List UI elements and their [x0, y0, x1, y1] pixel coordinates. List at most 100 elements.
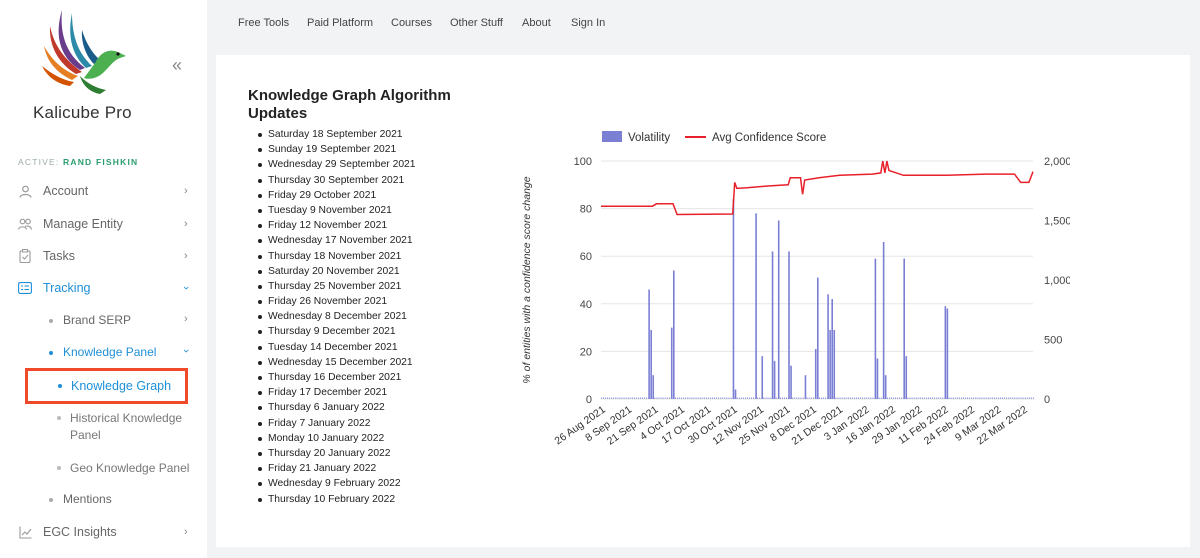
sidebar-item-geo-knowledge-panel[interactable]: Geo Knowledge Panel	[0, 460, 207, 476]
volatility-bar	[1028, 397, 1030, 399]
volatility-bar	[952, 397, 954, 399]
volatility-bar	[601, 397, 602, 399]
volatility-bar	[981, 397, 983, 399]
sidebar-subitem-label: Geo Knowledge Panel	[70, 461, 190, 475]
bullet-icon	[57, 466, 61, 470]
volatility-bar	[987, 397, 989, 399]
volatility-bar	[794, 397, 796, 399]
volatility-bar	[831, 299, 833, 399]
sidebar-subitem-label: Historical Knowledge Panel	[70, 411, 183, 442]
volatility-bar	[958, 397, 960, 399]
volatility-bar	[991, 397, 993, 399]
y-tick-label: 80	[580, 204, 592, 216]
volatility-bar	[769, 397, 771, 399]
volatility-bar	[689, 397, 691, 399]
person-icon	[18, 184, 32, 198]
volatility-bar	[1008, 397, 1010, 399]
sidebar-item-tracking[interactable]: Tracking ›	[0, 273, 207, 303]
volatility-bar	[917, 397, 919, 399]
volatility-bar	[1004, 397, 1005, 399]
collapse-sidebar-icon[interactable]: «	[172, 55, 183, 75]
volatility-bar	[1006, 397, 1008, 399]
sidebar-item-mentions[interactable]: Mentions	[0, 492, 207, 508]
volatility-bar	[697, 397, 699, 399]
nav-link-other-stuff[interactable]: Other Stuff	[450, 17, 503, 29]
volatility-bar	[724, 397, 726, 399]
volatility-bar	[666, 397, 668, 399]
bullet-icon	[49, 498, 53, 502]
volatility-bar	[695, 397, 697, 399]
sidebar-item-knowledge-graph[interactable]: Knowledge Graph	[25, 368, 188, 404]
nav-link-free-tools[interactable]: Free Tools	[238, 17, 290, 29]
volatility-bar	[969, 397, 971, 399]
sidebar-subitem-label: Mentions	[63, 492, 112, 506]
bullet-icon	[58, 384, 62, 388]
active-prefix: ACTIVE:	[18, 157, 60, 167]
volatility-bar	[658, 397, 660, 399]
volatility-bar	[611, 397, 613, 399]
volatility-bar	[926, 397, 927, 399]
volatility-bar	[759, 397, 761, 399]
volatility-bar	[613, 397, 615, 399]
sidebar-item-egc-insights[interactable]: EGC Insights ›	[0, 517, 207, 547]
clipboard-icon	[18, 249, 32, 263]
volatility-bar	[790, 365, 792, 399]
update-date-item: Saturday 18 September 2021	[258, 127, 416, 142]
sidebar-item-tasks[interactable]: Tasks ›	[0, 241, 207, 271]
volatility-bar	[967, 397, 968, 399]
volatility-bar	[623, 397, 625, 399]
active-user[interactable]: RAND FISHKIN	[63, 157, 139, 167]
sidebar-item-account[interactable]: Account ›	[0, 176, 207, 206]
volatility-bar	[773, 360, 776, 399]
sidebar-item-knowledge-panel[interactable]: Knowledge Panel ›	[0, 345, 207, 361]
nav-link-sign-in[interactable]: Sign In	[571, 17, 606, 29]
volatility-bar	[1020, 397, 1022, 399]
volatility-bar	[847, 397, 849, 399]
volatility-bar	[740, 397, 742, 399]
confidence-line	[601, 160, 1034, 216]
volatility-bar	[796, 397, 798, 399]
nav-link-about[interactable]: About	[522, 17, 551, 29]
active-entity-label: ACTIVE: RAND FISHKIN	[18, 157, 138, 167]
update-date-item: Thursday 25 November 2021	[258, 279, 416, 294]
kalicube-bird-logo[interactable]	[40, 8, 135, 103]
sidebar-subitem-label: Brand SERP	[63, 313, 132, 327]
update-date-item: Wednesday 17 November 2021	[258, 233, 416, 248]
volatility-bar	[839, 397, 841, 399]
volatility-bar	[633, 397, 635, 399]
volatility-bar	[878, 397, 880, 399]
volatility-bar	[751, 397, 752, 399]
y2-tick-label: 1,000	[1044, 275, 1070, 287]
logo-area: Kalicube Pro «	[0, 0, 207, 140]
nav-link-courses[interactable]: Courses	[391, 17, 432, 29]
update-date-item: Friday 17 December 2021	[258, 385, 416, 400]
volatility-bar	[747, 397, 748, 399]
y-tick-label: 100	[574, 156, 592, 168]
volatility-bar	[650, 329, 652, 399]
volatility-bar	[687, 397, 689, 399]
volatility-bar	[701, 397, 703, 399]
sidebar-item-manage-entity[interactable]: Manage Entity ›	[0, 209, 207, 239]
volatility-bar	[642, 397, 643, 399]
volatility-bar	[640, 397, 641, 399]
volatility-bar	[788, 251, 790, 399]
volatility-bar	[683, 397, 685, 399]
updates-title: Knowledge Graph Algorithm Updates	[248, 87, 451, 122]
update-date-item: Friday 29 October 2021	[258, 188, 416, 203]
volatility-bar	[738, 397, 740, 399]
sidebar-item-brand-serp[interactable]: Brand SERP ›	[0, 313, 207, 329]
volatility-bar	[621, 397, 623, 399]
sidebar-item-label: EGC Insights	[43, 525, 117, 539]
volatility-bar	[897, 397, 899, 399]
nav-link-paid-platform[interactable]: Paid Platform	[307, 17, 374, 29]
volatility-bar	[644, 397, 645, 399]
legend-label-confidence: Avg Confidence Score	[712, 132, 826, 144]
update-date-item: Thursday 30 September 2021	[258, 173, 416, 188]
volatility-bar	[761, 356, 764, 399]
update-date-item: Thursday 10 February 2022	[258, 492, 416, 507]
trend-chart-icon	[18, 525, 32, 539]
volatility-bar	[685, 397, 687, 399]
volatility-bar	[923, 397, 925, 399]
volatility-bar	[884, 375, 887, 399]
sidebar-item-historical-knowledge-panel[interactable]: Historical Knowledge Panel	[0, 410, 207, 444]
